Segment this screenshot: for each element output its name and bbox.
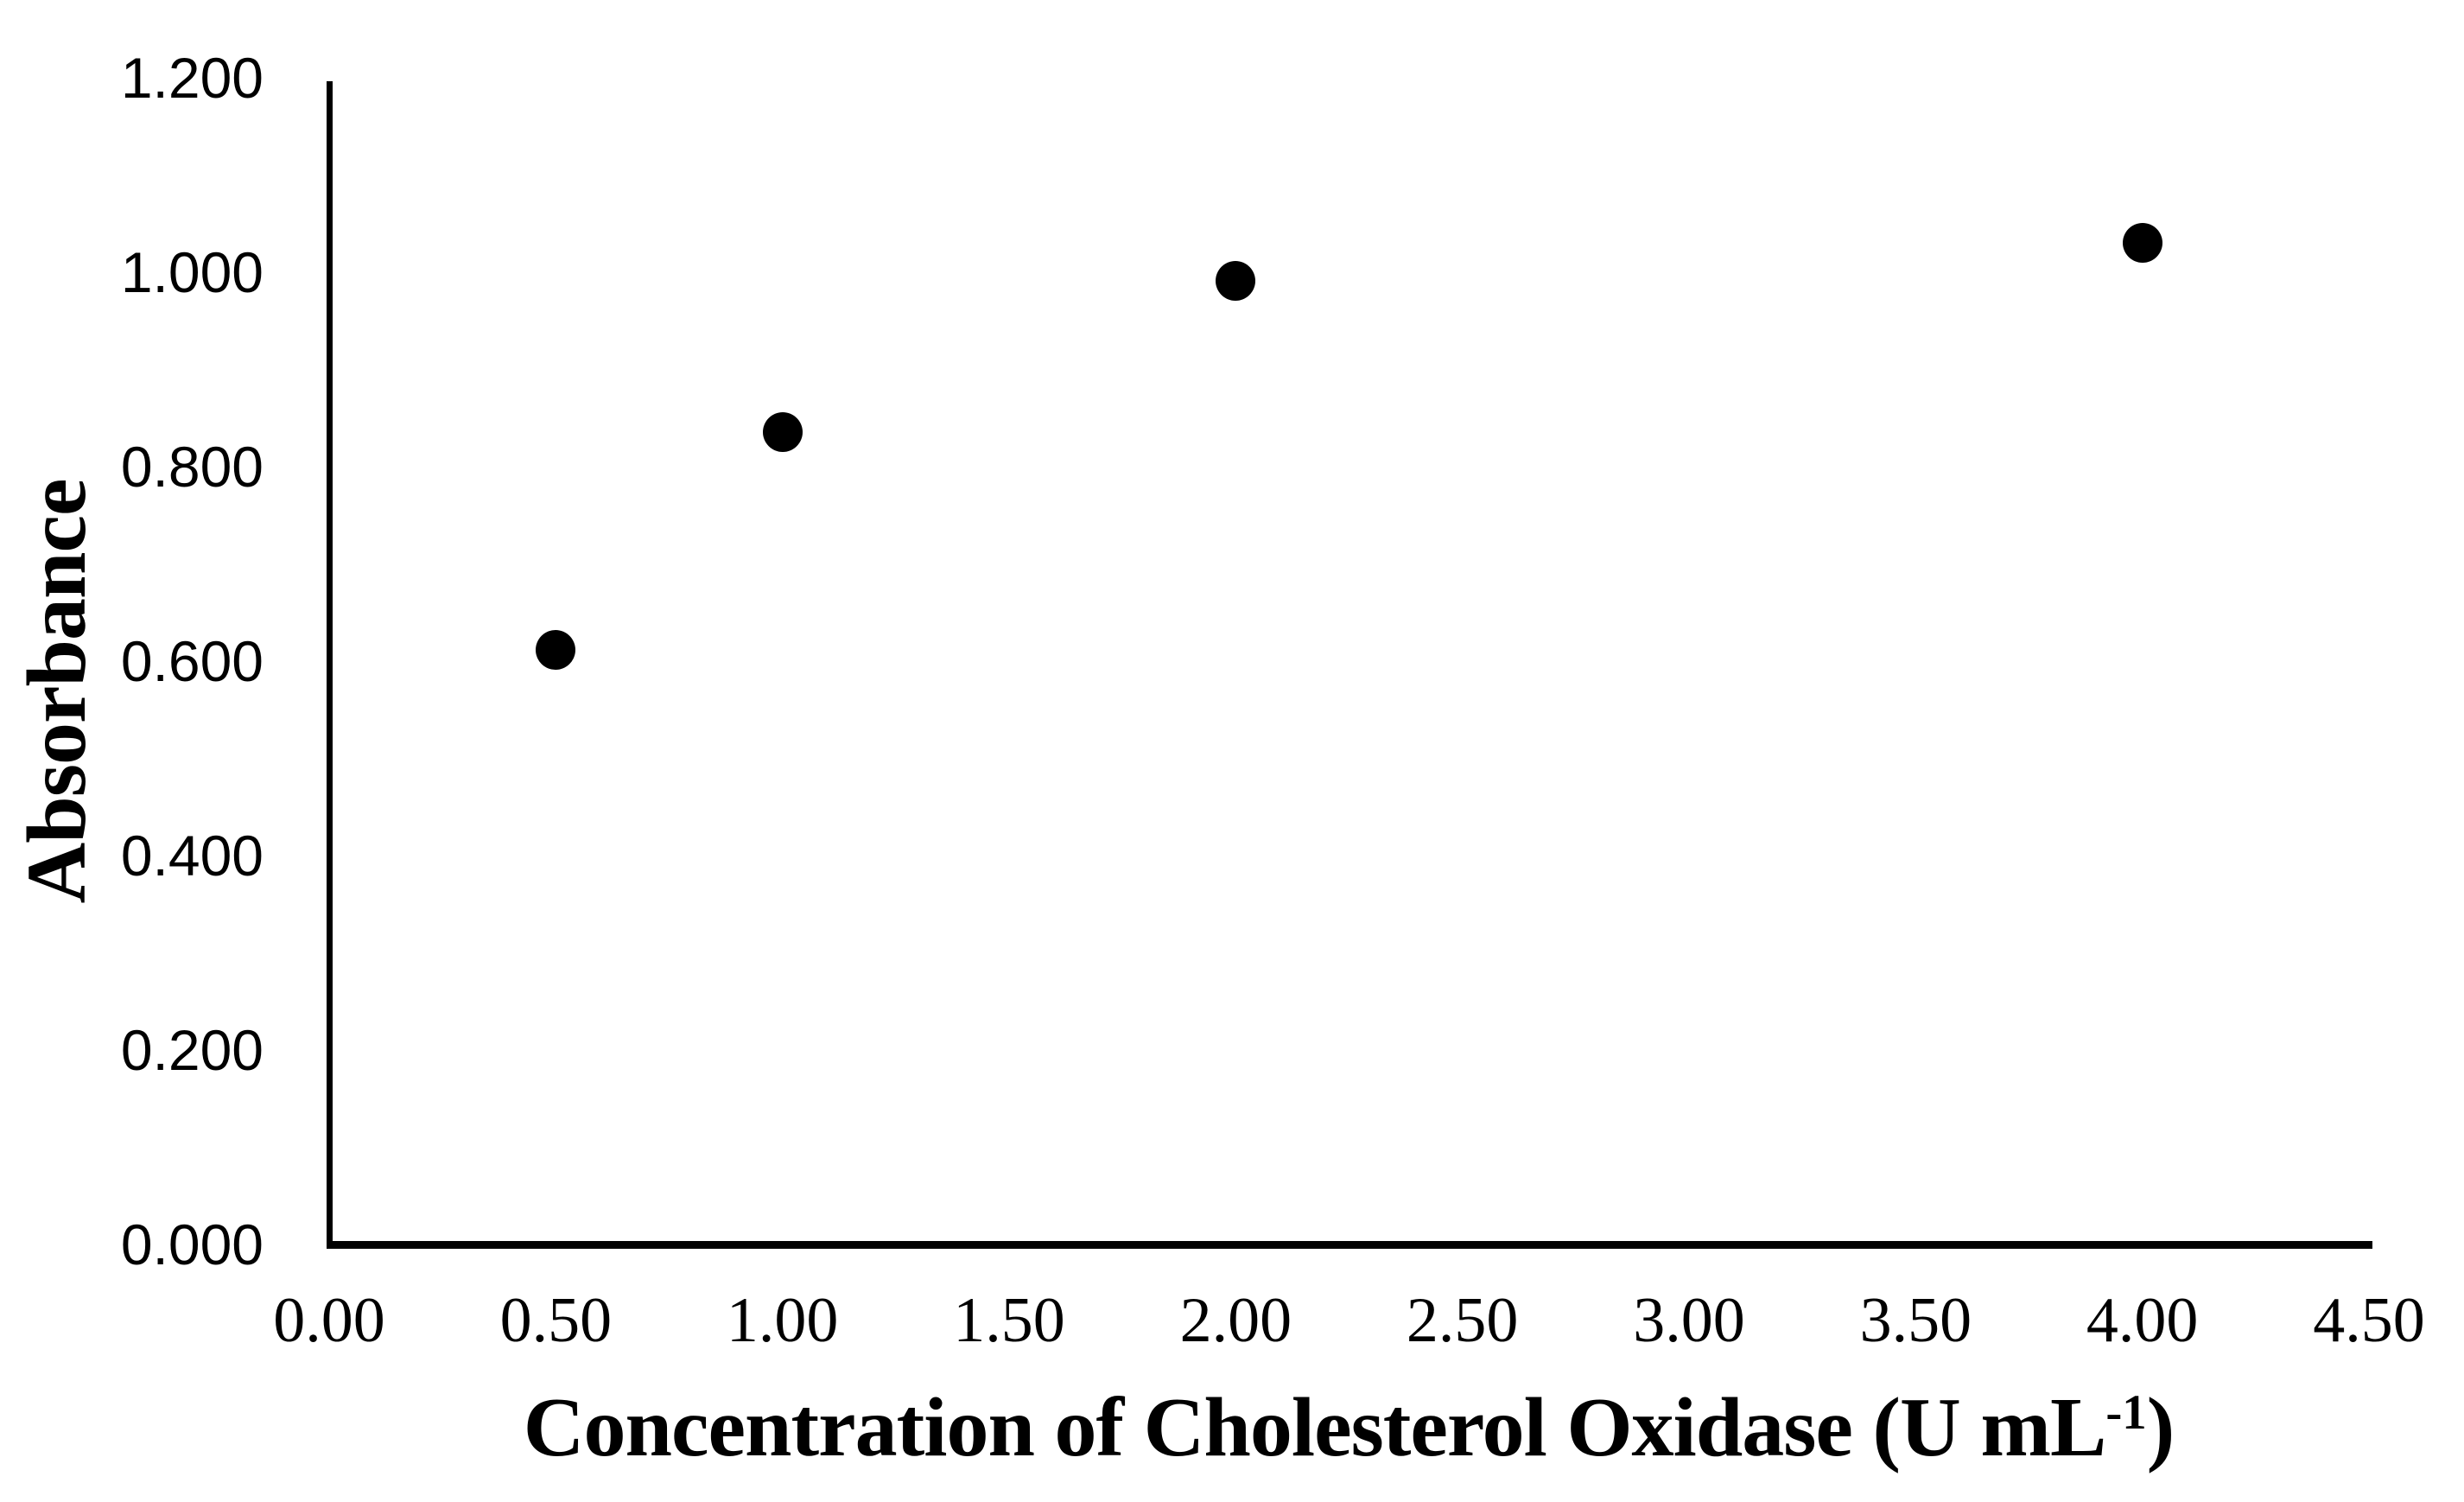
x-tick-label: 2.00 [1179, 1285, 1292, 1356]
x-tick-label: 1.50 [953, 1285, 1065, 1356]
y-tick-label: 0.600 [120, 629, 264, 693]
y-axis-line [327, 81, 333, 1249]
x-tick-label: 2.50 [1406, 1285, 1519, 1356]
x-tick-label: 0.50 [499, 1285, 613, 1356]
data-point [536, 629, 576, 670]
x-tick-label: 3.50 [1859, 1285, 1972, 1356]
x-axis-title-text: Concentration of Cholesterol Oxidase (U … [523, 1381, 2107, 1474]
y-tick-label: 0.400 [120, 824, 264, 888]
data-point [1216, 261, 1256, 302]
y-tick-label: 0.800 [120, 435, 264, 499]
x-axis-title-suffix: ) [2146, 1381, 2175, 1474]
x-tick-label: 4.00 [2086, 1285, 2199, 1356]
y-tick-label: 1.200 [120, 46, 264, 110]
y-tick-label: 1.000 [120, 240, 264, 304]
x-axis-title: Concentration of Cholesterol Oxidase (U … [524, 1385, 2175, 1470]
x-axis-title-superscript: -1 [2105, 1384, 2147, 1440]
y-tick-label: 0.200 [120, 1018, 264, 1082]
x-tick-label: 3.00 [1633, 1285, 1745, 1356]
x-axis-line [327, 1241, 2372, 1249]
data-point [2122, 223, 2162, 264]
y-axis-title: Absorbance [10, 479, 104, 904]
x-tick-label: 1.00 [726, 1285, 839, 1356]
x-tick-label: 0.00 [273, 1285, 385, 1356]
x-tick-label: 4.50 [2313, 1285, 2425, 1356]
data-point [762, 411, 803, 452]
y-tick-label: 0.000 [120, 1212, 264, 1276]
